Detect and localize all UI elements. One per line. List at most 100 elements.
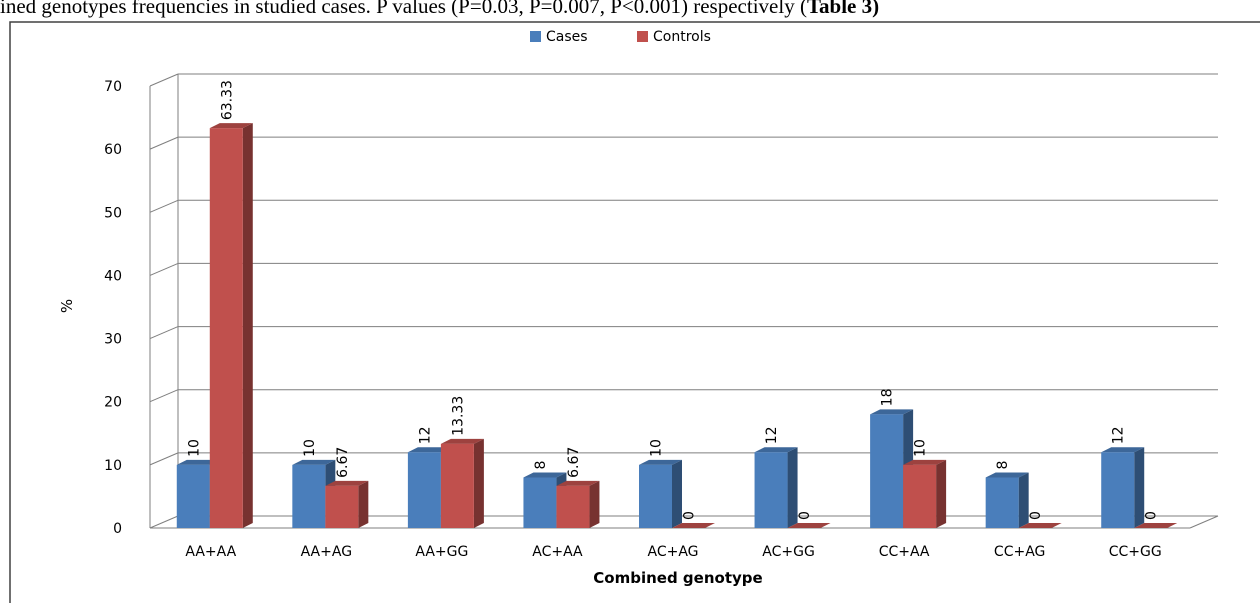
bar-top [787,523,831,528]
bar-side [242,123,253,529]
bar-front [407,452,441,528]
y-tick-label: 20 [104,395,122,411]
bar-top [209,123,253,129]
bar-controls-ac-aa [556,480,600,528]
bar-side [672,459,682,528]
bar-controls-aa-aa [209,123,253,529]
gridline-diagonal [149,515,179,529]
bar-side [936,459,947,528]
bar-top [325,480,369,486]
gridline-diagonal [149,136,179,150]
y-tick-label: 30 [104,332,122,348]
bar-top [440,438,484,444]
x-tick-label-aa-gg: AA+GG [415,544,468,560]
bar-front [1101,452,1135,528]
data-label-cases-ac-aa: 8 [533,461,549,470]
data-label-controls-cc-gg: 0 [1144,511,1160,520]
y-tick-label: 0 [113,521,122,537]
bar-top [754,447,798,453]
bar-cases-ac-ag [639,459,682,528]
bar-controls-ac-ag [672,523,715,528]
y-tick-label: 40 [104,268,122,284]
x-axis-label: Combined genotype [593,569,762,587]
data-label-controls-cc-aa: 10 [913,439,929,457]
bar-side [1134,447,1145,528]
bar-controls-aa-ag [325,480,369,528]
bar-controls-cc-gg [1134,523,1178,528]
legend-swatch-controls [637,31,648,42]
x-tick-label-ac-ag: AC+AG [647,544,698,560]
data-label-cases-aa-ag: 10 [302,439,318,457]
bar-front [325,485,359,528]
gridline-diagonal [149,389,179,403]
bar-front [209,128,243,529]
bar-top [672,523,715,528]
bar-side [1018,472,1029,528]
bar-top [1018,523,1062,528]
bar-top [523,472,567,478]
gridline-diagonal [149,262,179,276]
data-label-controls-ac-ag: 0 [682,511,698,520]
legend-swatch-cases [530,31,541,42]
bar-front [440,443,474,528]
bar-controls-ac-gg [787,523,831,528]
bar-side [473,438,484,528]
data-label-cases-cc-gg: 12 [1111,426,1127,444]
bar-front [985,477,1019,528]
bar-top [556,480,600,486]
data-labels: 10 63.33 10 6.67 12 13.33 8 6.67 10 0 12 0 18 10 8 0 12 0 [186,80,1159,520]
tick-labels: 0 10 20 30 40 50 60 70 AA+AA AA+AG AA+GG AC+AA AC+AG… [104,79,1162,560]
bars [176,123,1178,529]
x-tick-label-ac-aa: AC+AA [532,544,583,560]
data-label-cases-ac-gg: 12 [764,426,780,444]
gridline-diagonal [149,199,179,213]
caption-table-ref: Table 3) [806,0,880,18]
bar-top [292,459,336,465]
bar-front [903,464,937,528]
x-tick-label-cc-gg: CC+GG [1109,544,1162,560]
bar-cases-aa-aa [176,459,220,528]
bar-front [176,464,210,528]
bar-cases-cc-gg [1101,447,1145,528]
data-label-controls-ac-gg: 0 [797,511,813,520]
bar-front [754,452,788,528]
x-tick-label-cc-aa: CC+AA [879,544,930,560]
bar-side [358,480,369,528]
y-axis-label: % [58,299,76,313]
gridline-diagonal [149,326,179,340]
bar-controls-cc-aa [903,459,947,528]
bar-top [1134,523,1178,528]
x-tick-label-aa-ag: AA+AG [301,544,352,560]
data-label-controls-ac-aa: 6.67 [566,447,582,478]
bar-cases-ac-gg [754,447,798,528]
bar-controls-aa-gg [440,438,484,528]
bar-cases-cc-ag [985,472,1029,528]
gridline-diagonal [149,452,179,466]
figure-caption: ined genotypes frequencies in studied ca… [0,0,1260,18]
y-tick-label: 70 [104,79,122,95]
data-label-controls-aa-aa: 63.33 [219,80,235,120]
bar-front [639,464,672,528]
bar-front [523,477,557,528]
data-label-cases-aa-aa: 10 [186,439,202,457]
bar-side [787,447,798,528]
bar-front [292,464,326,528]
bar-top [903,459,947,465]
legend: Cases Controls [530,29,711,45]
data-label-cases-aa-gg: 12 [417,426,433,444]
y-tick-label: 10 [104,458,122,474]
bar-front [556,485,590,528]
bar-top [985,472,1029,478]
legend-label-controls: Controls [653,29,711,45]
gridline-diagonal [149,73,179,87]
caption-text: ined genotypes frequencies in studied ca… [0,0,807,18]
y-tick-label: 50 [104,205,122,221]
bar-front [870,414,904,528]
bar-controls-cc-ag [1018,523,1062,528]
grid-lines [149,73,1218,529]
bar-side [589,480,600,528]
bar-top [639,459,682,465]
legend-label-cases: Cases [546,29,588,45]
x-tick-label-aa-aa: AA+AA [185,544,236,560]
